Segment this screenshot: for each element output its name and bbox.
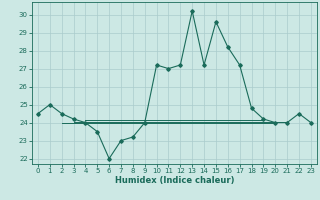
X-axis label: Humidex (Indice chaleur): Humidex (Indice chaleur)	[115, 176, 234, 185]
